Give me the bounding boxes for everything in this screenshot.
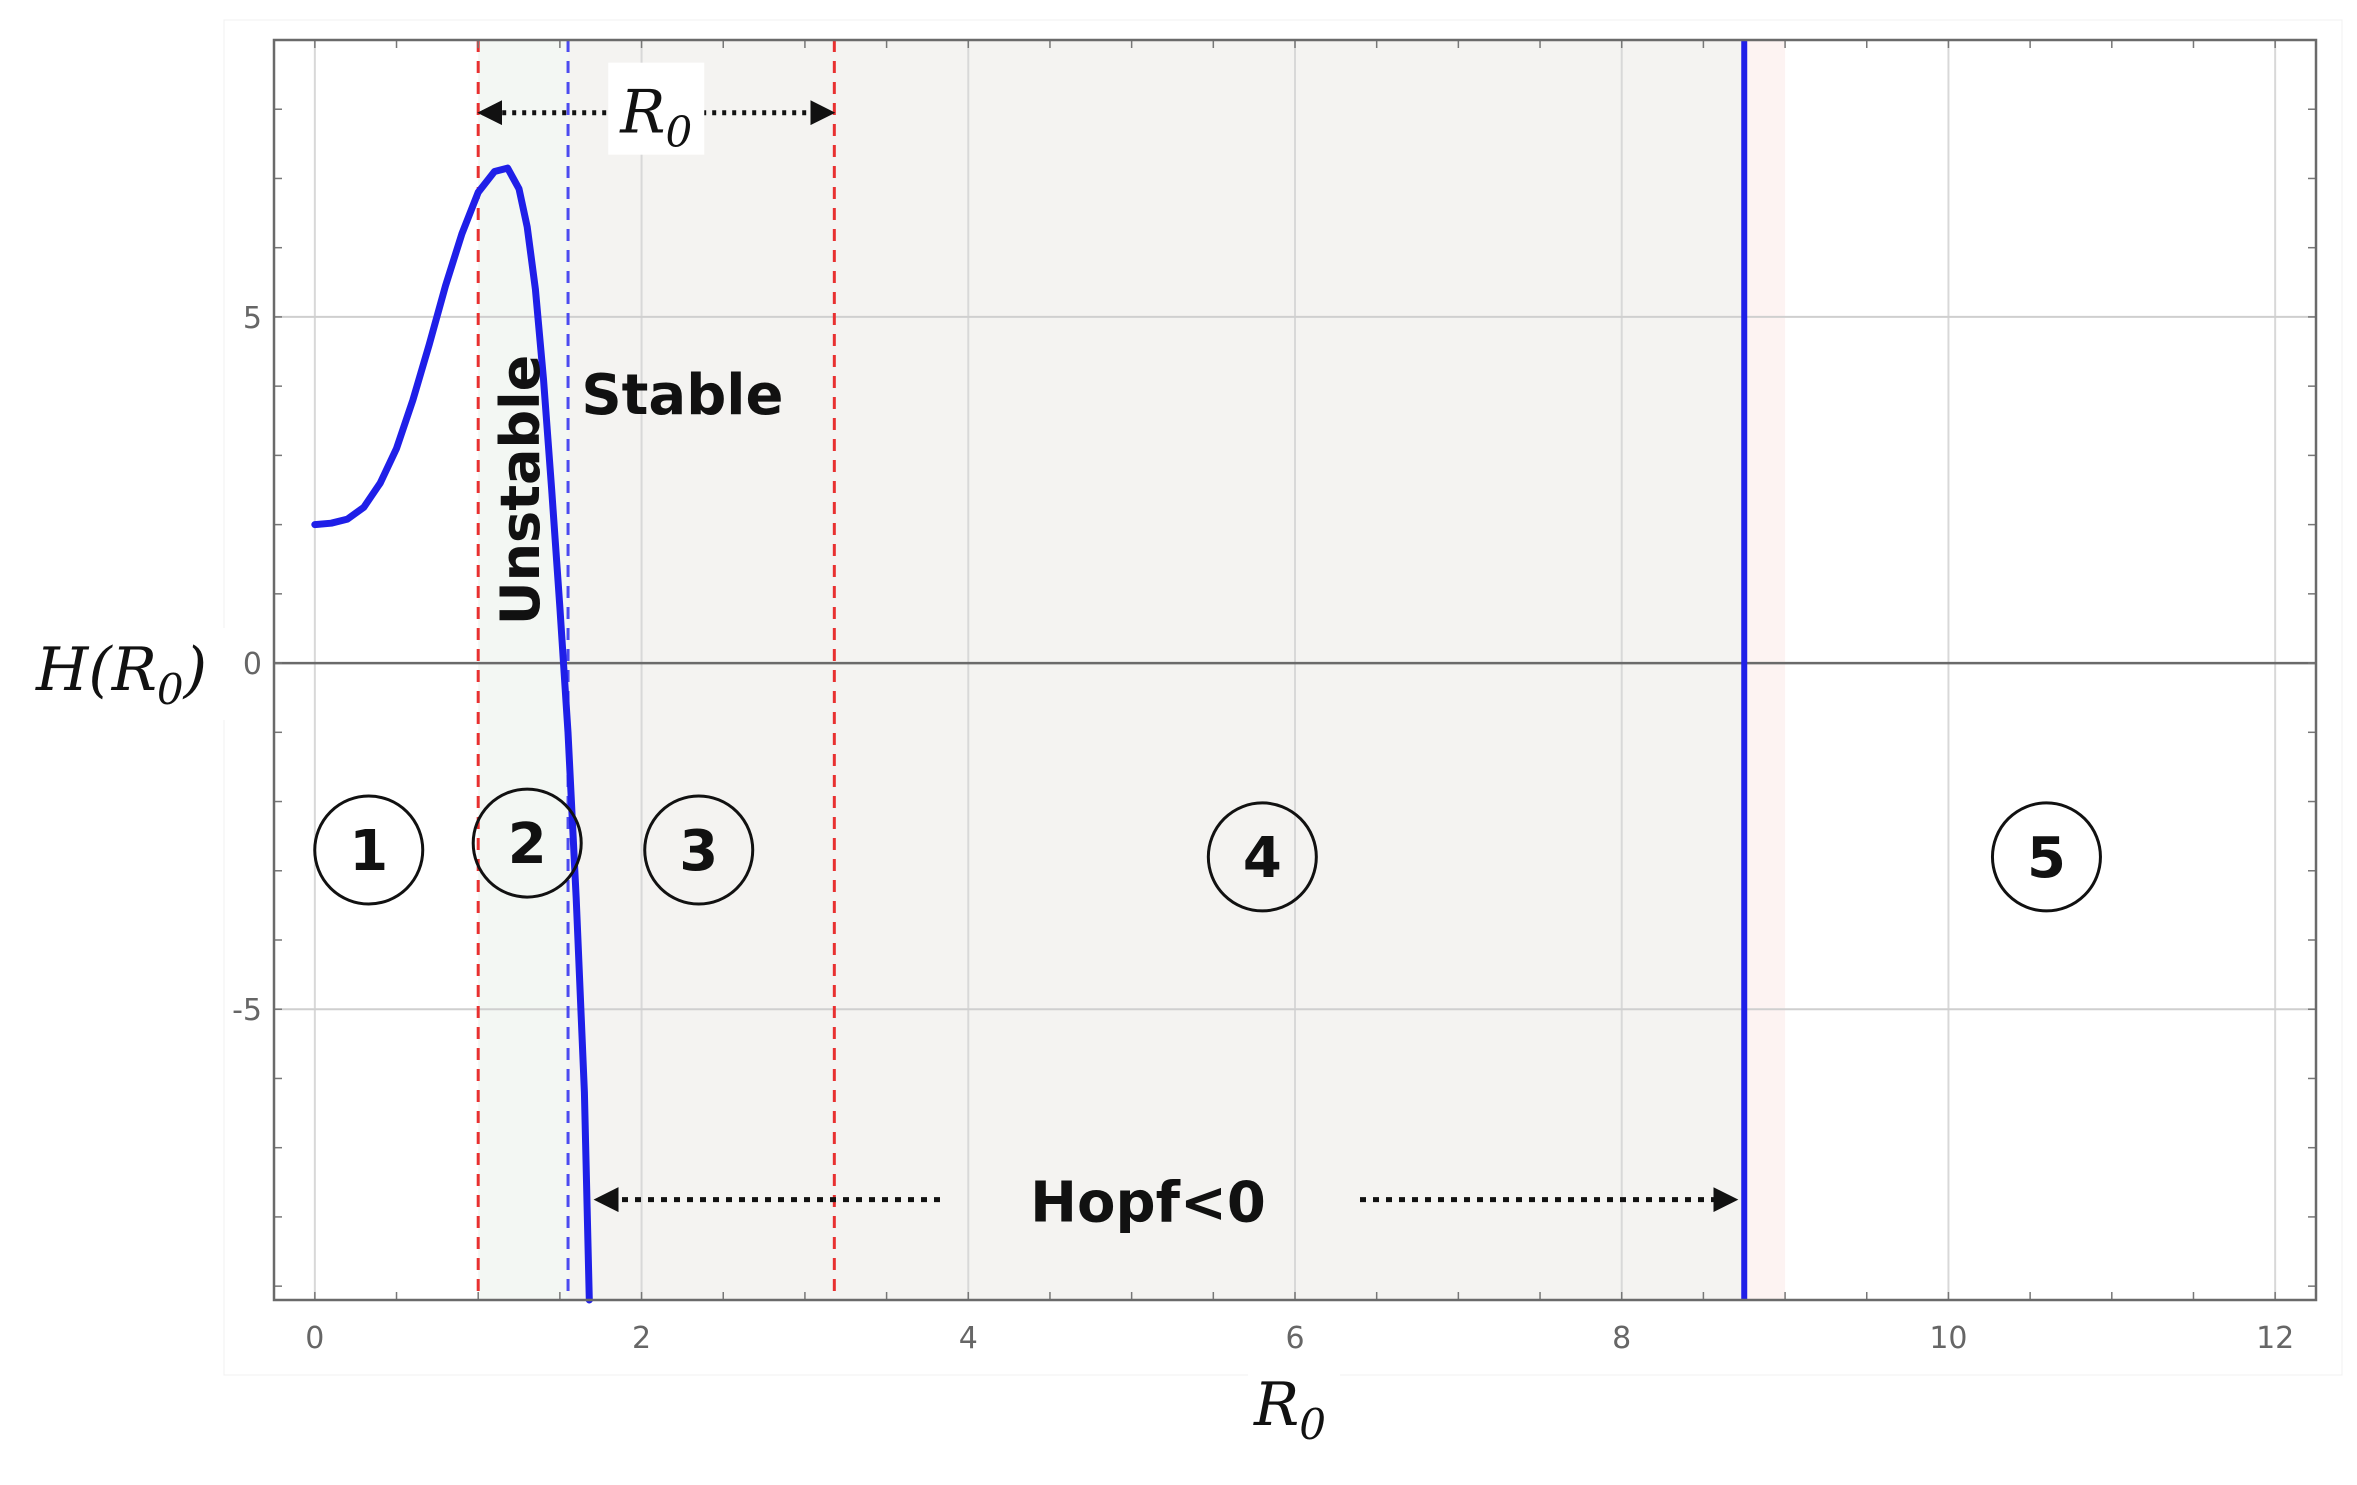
- x-tick-label: 0: [305, 1321, 324, 1356]
- y-title-sub: 0: [157, 665, 184, 714]
- region-label-3: 3: [679, 819, 718, 884]
- y-axis-title: H(R0): [35, 635, 207, 714]
- x-tick-label: 2: [632, 1321, 651, 1356]
- region-marker-3: [643, 794, 755, 906]
- shaded-region-3: [1744, 40, 1786, 1300]
- y-tick-label: -5: [232, 993, 262, 1028]
- region-marker-5: [1990, 801, 2102, 913]
- annotations: R0 Hopf<0 Unstable Stable 1 2 3 4 5: [313, 62, 2102, 1236]
- x-title-sub: 0: [1299, 1400, 1326, 1449]
- region-marker-1: [313, 794, 425, 906]
- shaded-region-2: [568, 40, 1745, 1300]
- region-label-2: 2: [508, 812, 547, 877]
- x-tick-label: 10: [1929, 1321, 1967, 1356]
- range-label-main: R: [619, 78, 665, 148]
- series-curve-1: [311, 164, 593, 1304]
- shaded-regions: [223, 19, 2343, 1376]
- vertical-reference-lines: [476, 40, 1748, 1300]
- plot-border: [272, 38, 2318, 1302]
- region-label-4: 4: [1243, 826, 1282, 891]
- y-title-background: [30, 628, 226, 720]
- y-title-main: H(R: [35, 635, 157, 705]
- region-label-1: 1: [349, 819, 388, 884]
- stable-label: Stable: [581, 363, 783, 428]
- y-tick-label: 0: [243, 647, 262, 682]
- x-axis-title: R0: [1253, 1370, 1326, 1449]
- tick-labels: 0 2 4 6 8 10 12-505: [232, 301, 2294, 1356]
- x-tick-label: 4: [959, 1321, 978, 1356]
- range-arrow-label: R0: [619, 78, 692, 157]
- gridlines: [274, 40, 2316, 1300]
- region-marker-4: [1206, 801, 1318, 913]
- range-label-sub: 0: [665, 108, 692, 157]
- shaded-region-1: [478, 40, 569, 1300]
- range-label-background: [608, 62, 705, 155]
- hopf-label: Hopf<0: [1030, 1171, 1266, 1236]
- plot-frame: [272, 38, 2318, 1302]
- y-tick-label: 5: [243, 301, 262, 336]
- y-title-close: ): [182, 635, 207, 705]
- x-title-main: R: [1253, 1370, 1299, 1440]
- axis-titles: R0H(R0): [30, 628, 1340, 1450]
- region-label-5: 5: [2027, 826, 2066, 891]
- x-tick-label: 8: [1612, 1321, 1631, 1356]
- series-layer: [311, 164, 593, 1304]
- x-tick-label: 6: [1285, 1321, 1304, 1356]
- x-title-background: [1248, 1360, 1340, 1450]
- unstable-label: Unstable: [489, 355, 552, 625]
- region-marker-2: [471, 787, 583, 899]
- x-tick-label: 12: [2256, 1321, 2294, 1356]
